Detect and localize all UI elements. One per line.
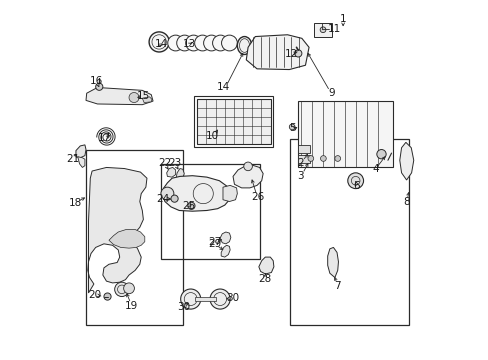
Text: 11: 11 bbox=[327, 24, 340, 35]
Polygon shape bbox=[223, 185, 237, 202]
Circle shape bbox=[289, 124, 294, 130]
Text: 9: 9 bbox=[327, 88, 334, 98]
Text: 15: 15 bbox=[137, 91, 150, 101]
Text: 26: 26 bbox=[251, 192, 264, 202]
Text: 1: 1 bbox=[339, 14, 346, 24]
Polygon shape bbox=[109, 229, 144, 248]
Polygon shape bbox=[399, 142, 413, 180]
Circle shape bbox=[115, 282, 129, 297]
Polygon shape bbox=[88, 167, 147, 293]
Circle shape bbox=[347, 173, 363, 189]
Text: 5: 5 bbox=[289, 123, 296, 133]
Circle shape bbox=[203, 35, 219, 51]
Circle shape bbox=[129, 93, 139, 103]
Circle shape bbox=[221, 35, 237, 51]
Text: 29: 29 bbox=[208, 239, 221, 249]
Bar bbox=[297, 101, 392, 167]
Text: 22: 22 bbox=[158, 158, 171, 168]
Text: 30: 30 bbox=[226, 293, 239, 303]
Circle shape bbox=[185, 35, 201, 51]
Circle shape bbox=[194, 35, 210, 51]
Circle shape bbox=[123, 283, 134, 294]
Text: 27: 27 bbox=[208, 237, 221, 247]
Circle shape bbox=[187, 202, 195, 210]
Circle shape bbox=[334, 156, 340, 161]
Circle shape bbox=[149, 32, 169, 52]
Text: 25: 25 bbox=[182, 201, 195, 211]
Text: 2: 2 bbox=[296, 158, 303, 168]
Polygon shape bbox=[221, 245, 230, 257]
Circle shape bbox=[307, 156, 313, 161]
Text: 18: 18 bbox=[68, 198, 81, 208]
Circle shape bbox=[320, 27, 325, 33]
Polygon shape bbox=[176, 168, 184, 179]
Polygon shape bbox=[166, 167, 175, 177]
Polygon shape bbox=[78, 157, 85, 167]
Bar bbox=[297, 155, 309, 163]
Circle shape bbox=[104, 293, 111, 300]
Text: 12: 12 bbox=[285, 49, 298, 59]
Text: 20: 20 bbox=[88, 291, 101, 301]
Text: 3: 3 bbox=[296, 171, 303, 181]
Text: 7: 7 bbox=[334, 281, 340, 291]
Text: 14: 14 bbox=[154, 39, 167, 49]
Bar bbox=[297, 145, 309, 153]
Text: 4: 4 bbox=[371, 164, 378, 174]
Circle shape bbox=[167, 35, 183, 51]
Bar bbox=[86, 149, 183, 325]
Circle shape bbox=[171, 195, 178, 202]
Text: 17: 17 bbox=[98, 133, 111, 143]
Circle shape bbox=[294, 50, 301, 57]
Bar bbox=[195, 297, 215, 301]
Polygon shape bbox=[233, 165, 263, 188]
Circle shape bbox=[244, 162, 252, 171]
Circle shape bbox=[96, 83, 102, 90]
Polygon shape bbox=[327, 247, 338, 278]
Text: 24: 24 bbox=[156, 194, 169, 204]
Text: 21: 21 bbox=[66, 154, 80, 164]
Polygon shape bbox=[142, 97, 152, 103]
Polygon shape bbox=[163, 176, 230, 211]
Polygon shape bbox=[86, 87, 153, 105]
Text: 8: 8 bbox=[403, 197, 409, 207]
Text: 6: 6 bbox=[352, 181, 359, 192]
Ellipse shape bbox=[237, 37, 251, 54]
Circle shape bbox=[210, 289, 230, 309]
Polygon shape bbox=[220, 232, 230, 244]
Circle shape bbox=[320, 156, 325, 161]
Text: 14: 14 bbox=[217, 82, 230, 93]
Polygon shape bbox=[76, 145, 86, 158]
Text: 16: 16 bbox=[90, 76, 103, 86]
Text: 19: 19 bbox=[124, 301, 138, 311]
Text: 28: 28 bbox=[258, 274, 271, 284]
Circle shape bbox=[180, 289, 201, 309]
Circle shape bbox=[161, 187, 174, 200]
Text: 23: 23 bbox=[168, 158, 181, 168]
Bar bbox=[197, 99, 270, 144]
Bar bbox=[314, 23, 331, 37]
Text: 13: 13 bbox=[183, 40, 196, 49]
Bar bbox=[290, 139, 408, 325]
Circle shape bbox=[212, 35, 228, 51]
Text: 30: 30 bbox=[177, 302, 190, 312]
Bar bbox=[161, 164, 260, 259]
Polygon shape bbox=[258, 257, 273, 274]
Polygon shape bbox=[246, 35, 308, 69]
Text: 10: 10 bbox=[205, 131, 218, 141]
Circle shape bbox=[176, 35, 192, 51]
Circle shape bbox=[376, 149, 386, 159]
Bar bbox=[194, 96, 273, 147]
